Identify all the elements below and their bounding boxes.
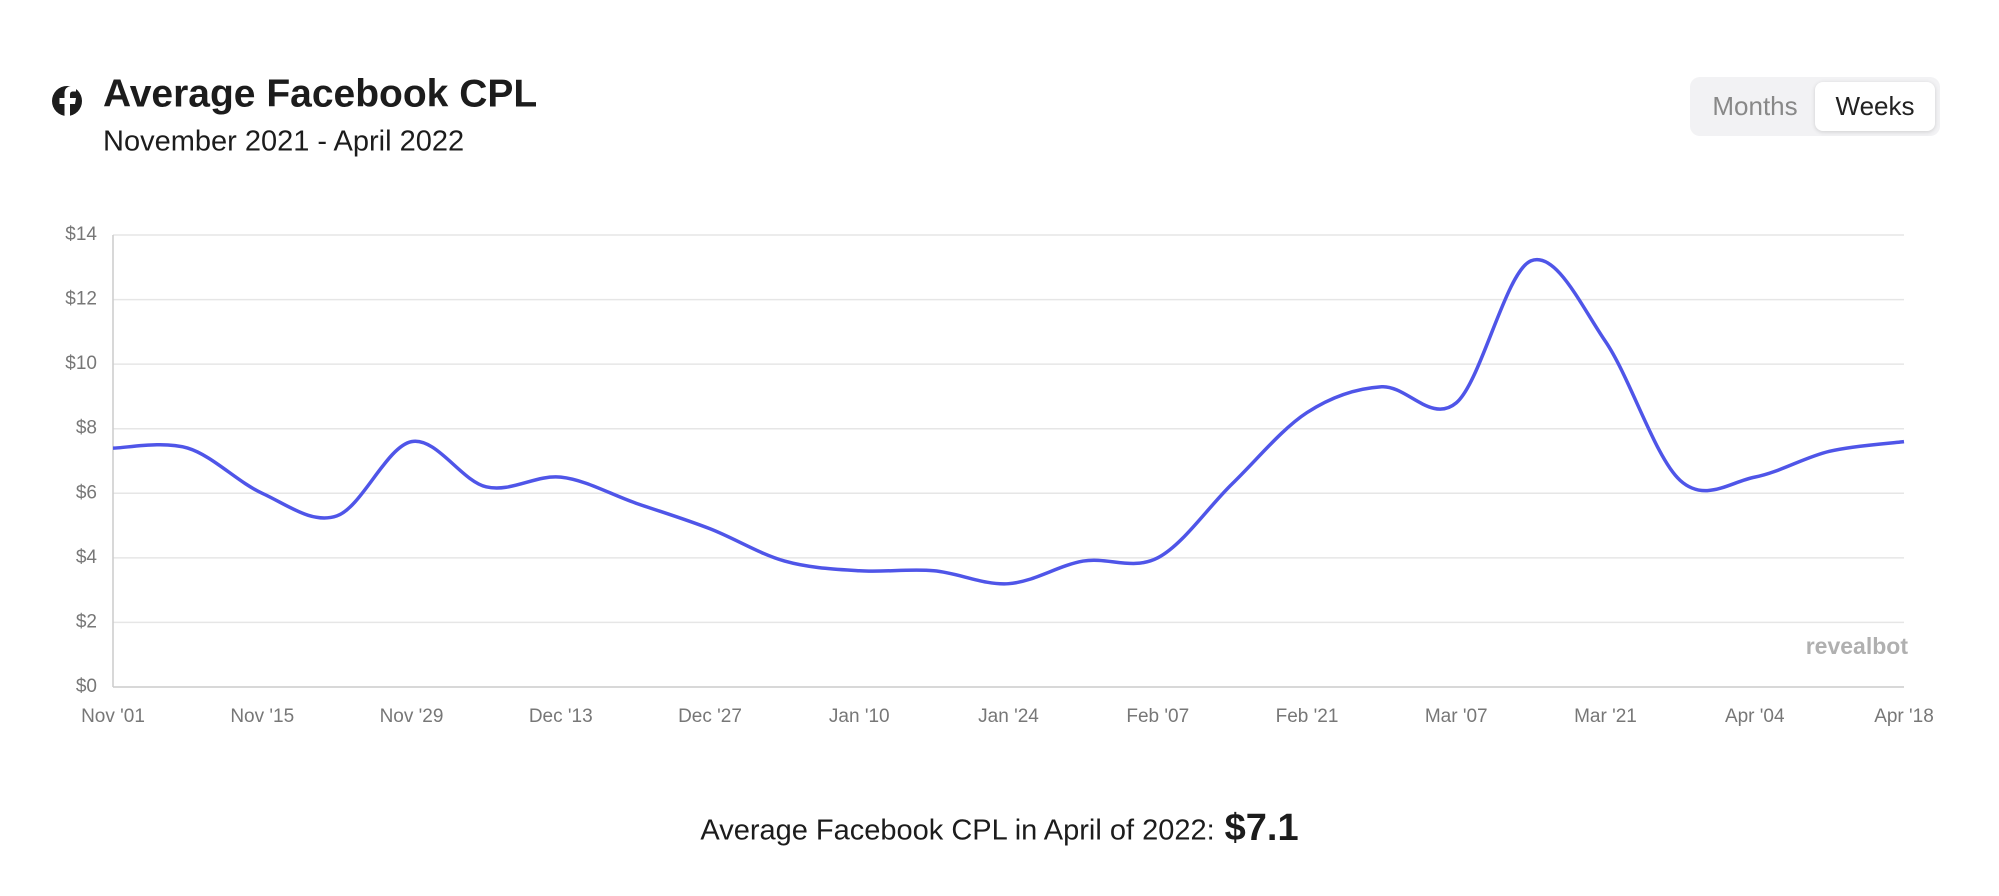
y-tick-label: $0	[76, 676, 97, 697]
footer-value: $7.1	[1225, 807, 1299, 849]
y-tick-label: $8	[76, 418, 97, 439]
y-tick-label: $6	[76, 482, 97, 503]
toggle-option[interactable]: Weeks	[1815, 82, 1935, 131]
y-tick-label: $4	[76, 547, 98, 568]
facebook-icon	[52, 86, 82, 117]
y-tick-label: $14	[65, 224, 97, 245]
title: Average Facebook CPL	[103, 72, 537, 115]
x-tick-label: Jan '24	[978, 706, 1039, 727]
subtitle: November 2021 - April 2022	[103, 126, 464, 158]
footer-text: Average Facebook CPL in April of 2022:	[700, 815, 1214, 847]
x-tick-label: Nov '29	[380, 706, 444, 727]
y-tick-label: $2	[76, 611, 97, 632]
x-tick-label: Feb '07	[1126, 706, 1189, 727]
x-tick-label: Dec '13	[529, 706, 593, 727]
x-tick-label: Dec '27	[678, 706, 742, 727]
y-tick-label: $12	[65, 289, 97, 310]
x-tick-label: Feb '21	[1276, 706, 1339, 727]
y-tick-label: $10	[65, 353, 97, 374]
x-tick-label: Apr '04	[1725, 706, 1785, 727]
x-tick-label: Nov '01	[81, 706, 145, 727]
x-tick-label: Mar '07	[1425, 706, 1488, 727]
x-tick-label: Jan '10	[829, 706, 890, 727]
line-series	[112, 257, 1905, 586]
x-tick-label: Apr '18	[1874, 706, 1934, 727]
toggle-option[interactable]: Months	[1712, 91, 1798, 121]
x-tick-label: Nov '15	[230, 706, 294, 727]
period-toggle: Months Weeks	[1690, 77, 1940, 136]
watermark: revealbot	[1806, 633, 1909, 659]
x-tick-label: Mar '21	[1574, 706, 1637, 727]
